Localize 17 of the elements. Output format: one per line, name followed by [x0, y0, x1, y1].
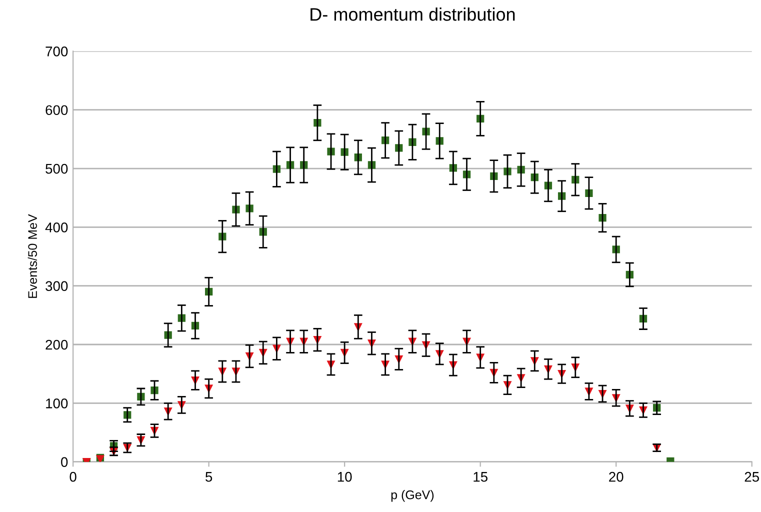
- x-tick-label: 20: [609, 472, 624, 482]
- chart-title: D- momentum distribution: [310, 8, 515, 21]
- y-tick-label: 300: [46, 281, 68, 292]
- y-tick-label: 500: [46, 164, 68, 174]
- y-axis-title: Events/50 MeV: [28, 214, 37, 298]
- y-tick-label: 700: [46, 46, 68, 56]
- x-tick-label: 25: [744, 472, 760, 482]
- y-tick-label: 100: [46, 398, 68, 408]
- y-tick-label: 200: [46, 340, 68, 350]
- x-tick-label: 0: [70, 472, 76, 482]
- x-tick-label: 10: [338, 472, 352, 482]
- y-tick-label: 400: [45, 222, 68, 232]
- y-tick-label: 0: [61, 457, 68, 467]
- x-tick-label: 15: [474, 472, 488, 482]
- x-axis-title: p (GeV): [391, 490, 434, 502]
- y-tick-label: 600: [46, 105, 68, 116]
- x-tick-label: 5: [206, 472, 212, 482]
